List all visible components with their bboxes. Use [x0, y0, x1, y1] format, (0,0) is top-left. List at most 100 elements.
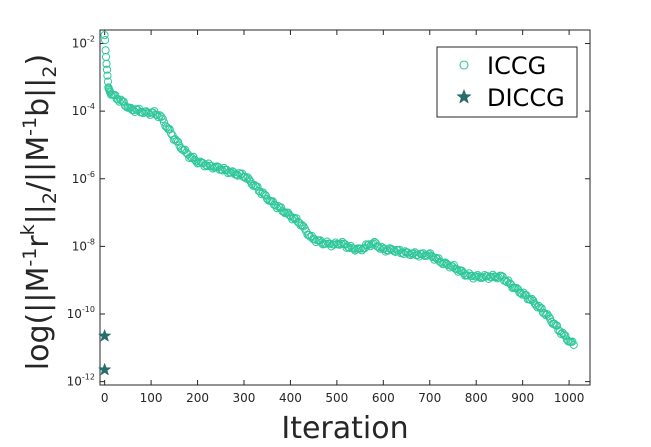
iccg-point	[374, 243, 383, 252]
x-tick-label: 1000	[554, 391, 585, 405]
iccg-point	[444, 261, 453, 270]
iccg-point	[493, 274, 502, 283]
x-axis-ticks: 0 100 200 300 400 500 600 700 800 900 1000	[101, 30, 585, 405]
iccg-point	[369, 239, 378, 248]
iccg-point	[114, 95, 123, 104]
iccg-point	[160, 118, 169, 127]
iccg-point	[527, 294, 537, 304]
iccg-point	[497, 271, 506, 280]
iccg-point	[153, 110, 162, 120]
iccg-point	[186, 152, 195, 161]
iccg-point	[525, 295, 534, 304]
y-axis-title: log(||M-1rk||2/||M-1b||2)	[17, 54, 61, 370]
iccg-point	[367, 240, 376, 249]
iccg-point	[261, 191, 270, 200]
x-tick-label: 700	[418, 391, 441, 405]
iccg-point	[550, 319, 559, 328]
iccg-point	[102, 65, 112, 74]
legend-iccg-label: ICCG	[487, 52, 546, 80]
iccg-point	[516, 289, 525, 298]
y-tick-label: 10-8	[72, 237, 95, 253]
legend: ICCG DICCG	[436, 46, 578, 118]
iccg-point	[240, 172, 249, 181]
x-axis-title: Iteration	[281, 411, 408, 446]
x-tick-label: 0	[101, 391, 109, 405]
iccg-point	[512, 284, 521, 293]
iccg-point	[116, 95, 126, 104]
iccg-point	[204, 159, 213, 168]
iccg-point	[278, 207, 287, 216]
iccg-point	[102, 59, 111, 68]
x-tick-label: 800	[465, 391, 488, 405]
iccg-point	[437, 258, 446, 267]
legend-iccg-marker	[459, 60, 469, 70]
iccg-point	[569, 340, 578, 349]
iccg-point	[559, 330, 569, 339]
diccg-point	[97, 328, 112, 342]
iccg-point	[434, 254, 443, 263]
iccg-point	[245, 175, 254, 184]
y-axis-ticks: 10-2 10-4 10-6 10-8 10-10 10-12	[67, 35, 590, 389]
y-tick-label: 10-10	[67, 305, 95, 321]
iccg-point	[449, 261, 458, 270]
iccg-point	[111, 91, 120, 100]
iccg-point	[226, 168, 236, 177]
iccg-point	[260, 190, 269, 199]
iccg-point	[103, 71, 112, 80]
diccg-point	[97, 362, 112, 376]
iccg-point	[119, 97, 128, 106]
iccg-point	[459, 269, 468, 278]
iccg-point	[100, 30, 109, 40]
iccg-point	[306, 232, 315, 241]
iccg-point	[370, 237, 379, 247]
iccg-point	[557, 330, 566, 339]
legend-box	[436, 46, 578, 118]
iccg-point	[423, 251, 432, 260]
iccg-point	[543, 310, 552, 319]
y-tick-label: 10-6	[72, 170, 95, 186]
x-tick-label: 900	[511, 391, 534, 405]
iccg-point	[537, 304, 546, 313]
iccg-point	[357, 246, 367, 255]
x-tick-label: 300	[233, 391, 256, 405]
y-tick-label: 10-4	[72, 102, 95, 118]
iccg-point	[121, 101, 130, 110]
iccg-point	[518, 290, 527, 299]
x-tick-label: 600	[372, 391, 395, 405]
x-tick-label: 200	[186, 391, 209, 405]
iccg-point	[356, 244, 365, 253]
iccg-point	[185, 153, 194, 162]
iccg-point	[277, 203, 286, 212]
iccg-point	[534, 301, 544, 311]
iccg-point	[519, 288, 528, 297]
iccg-point	[448, 262, 457, 271]
iccg-point	[243, 173, 252, 182]
iccg-point	[335, 240, 344, 249]
series-diccg	[97, 328, 112, 376]
iccg-point	[505, 279, 514, 288]
iccg-point	[154, 113, 163, 122]
legend-diccg-marker	[456, 88, 472, 104]
iccg-point	[162, 123, 171, 132]
iccg-point	[289, 213, 298, 222]
x-tick-label: 400	[279, 391, 302, 405]
iccg-point	[346, 241, 355, 251]
iccg-point	[176, 144, 185, 153]
iccg-point	[338, 237, 347, 247]
iccg-point	[562, 335, 571, 344]
iccg-point	[501, 276, 510, 285]
series-iccg	[100, 30, 578, 349]
iccg-point	[431, 253, 440, 262]
x-tick-label: 500	[325, 391, 348, 405]
iccg-point	[299, 222, 308, 231]
iccg-point	[533, 303, 542, 312]
legend-diccg-label: DICCG	[487, 84, 565, 112]
iccg-point	[285, 211, 294, 220]
iccg-point	[115, 97, 124, 106]
iccg-point	[337, 239, 346, 248]
y-tick-label: 10-2	[72, 35, 95, 51]
iccg-point	[182, 148, 191, 157]
iccg-point	[171, 135, 180, 144]
y-tick-label: 10-12	[67, 373, 95, 389]
